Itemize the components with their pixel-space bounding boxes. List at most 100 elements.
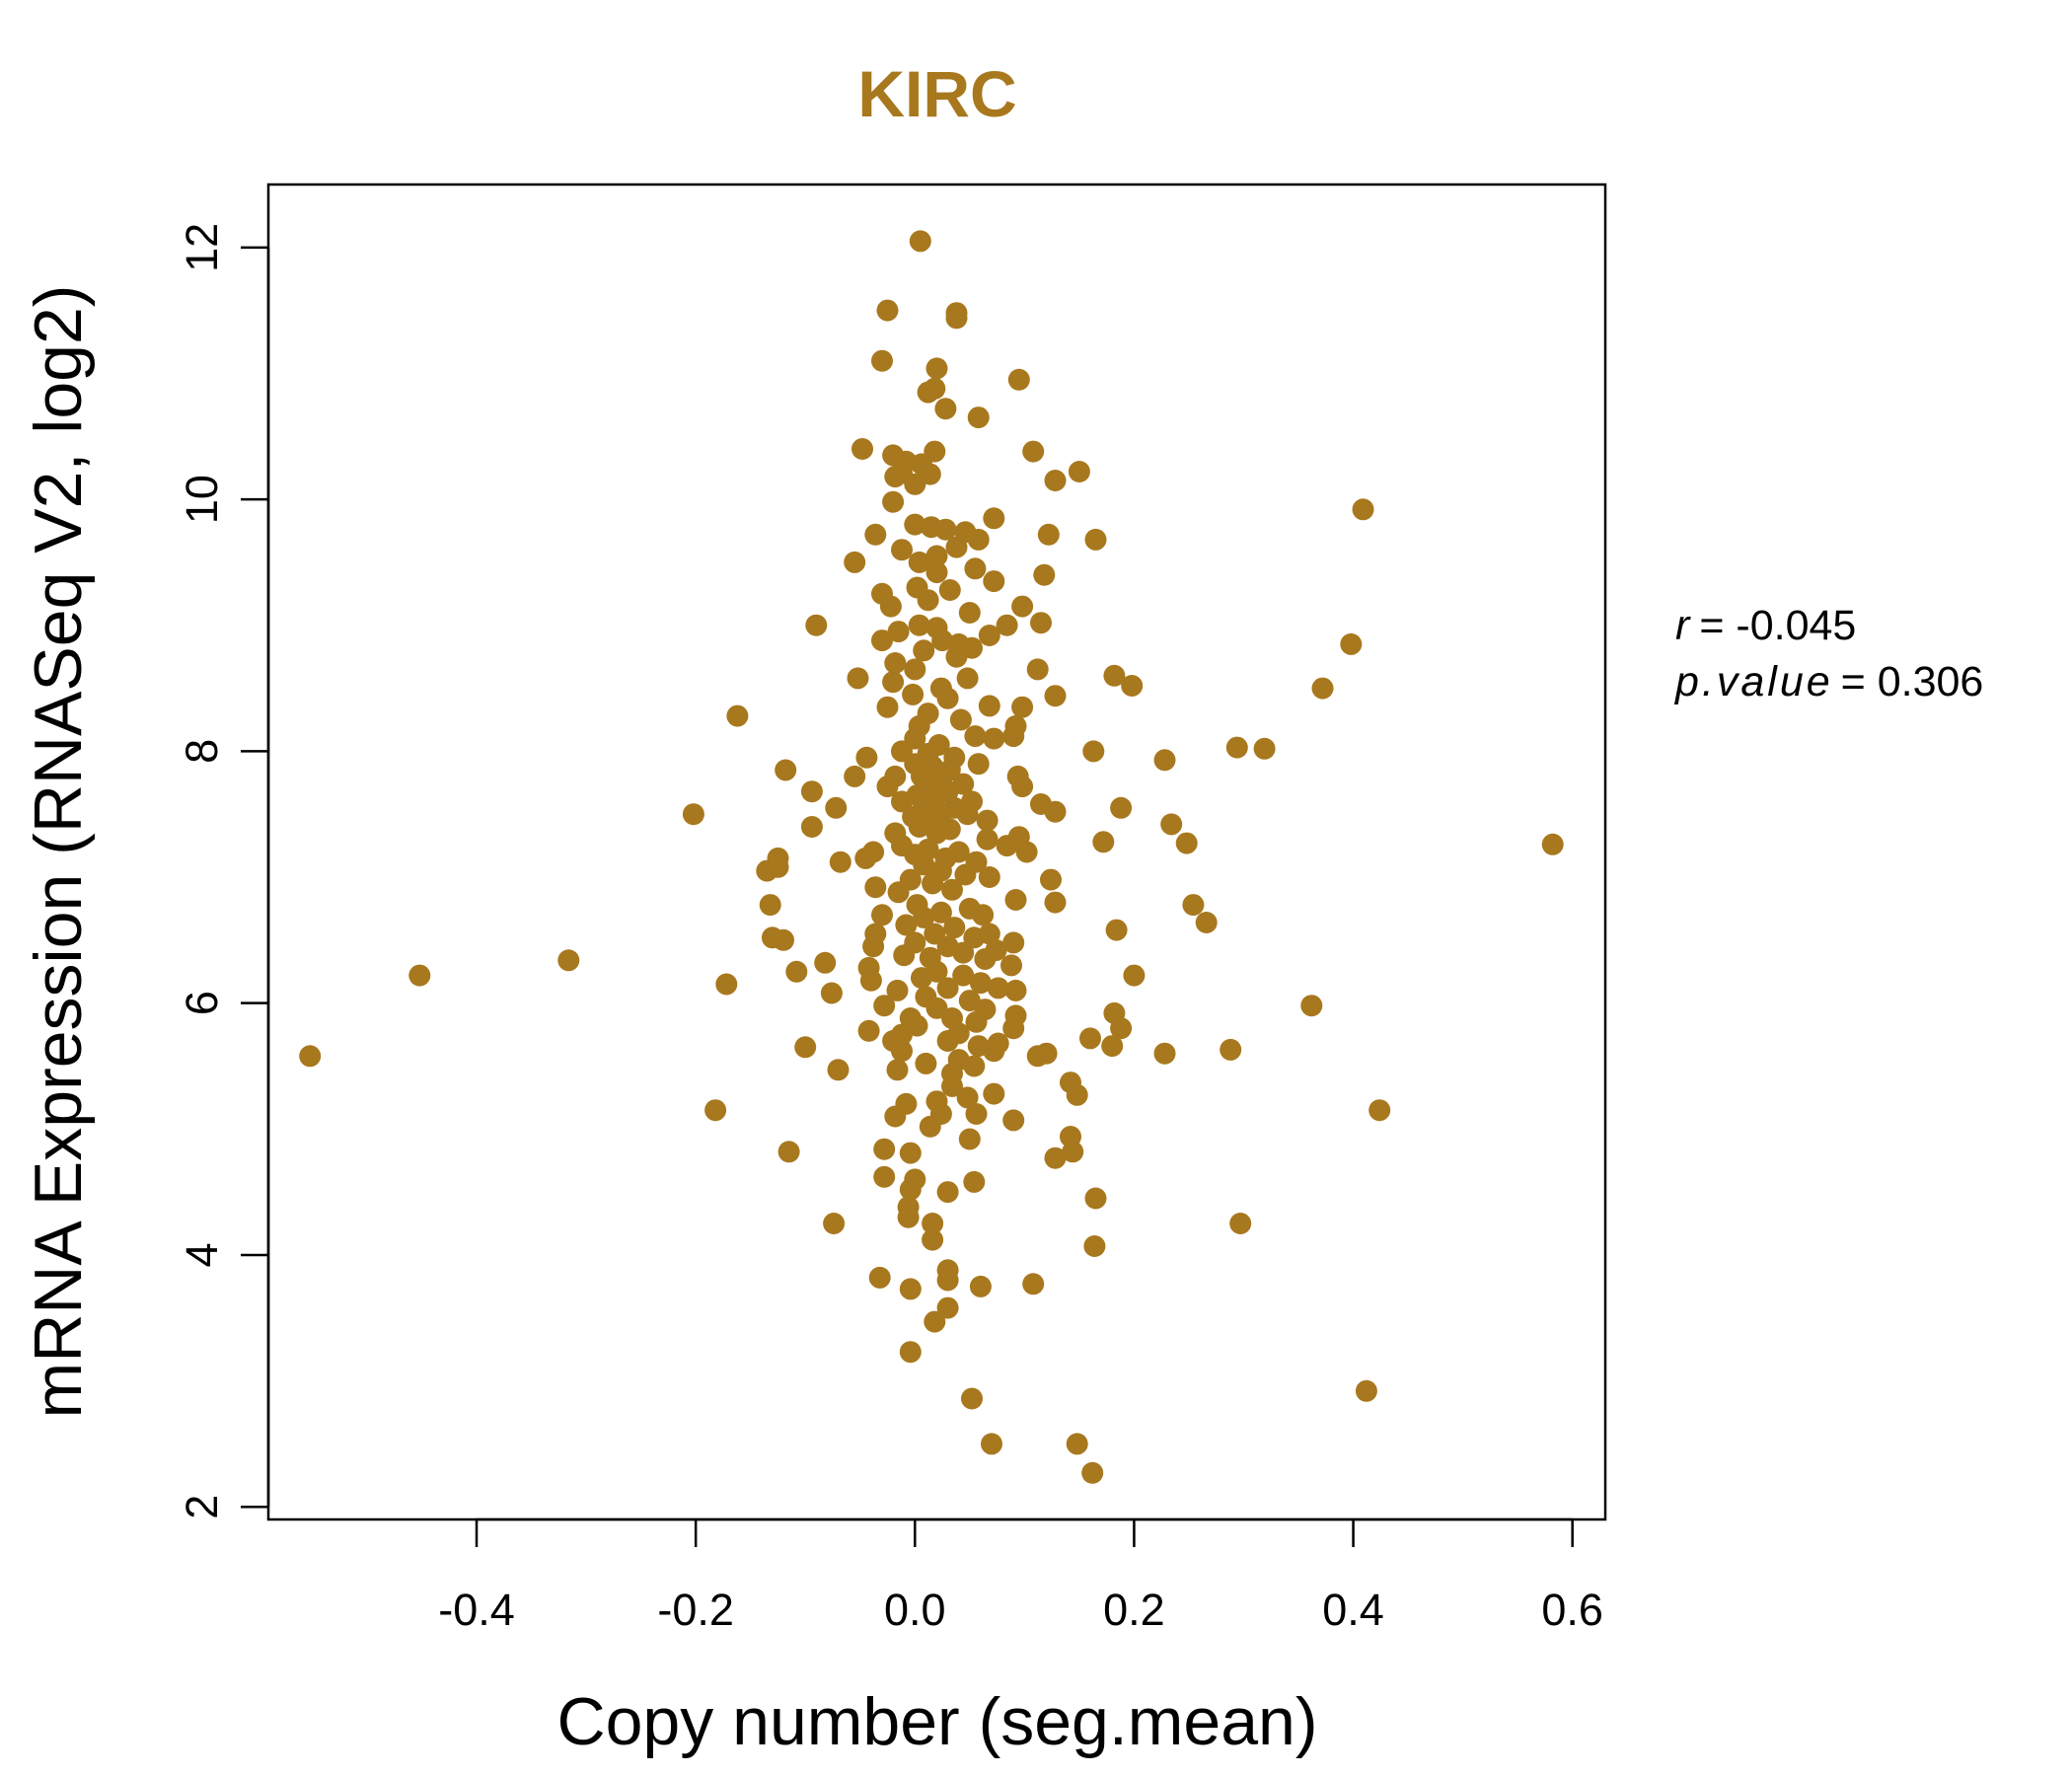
data-point	[1225, 736, 1248, 759]
data-point	[976, 828, 999, 851]
data-point	[851, 438, 873, 460]
data-point	[909, 230, 931, 253]
data-point	[1084, 1187, 1107, 1210]
data-point	[887, 881, 910, 904]
x-axis-title: Copy number (seg.mean)	[556, 1684, 1317, 1759]
data-point	[1300, 995, 1323, 1017]
data-point	[899, 1178, 922, 1201]
data-point	[1037, 523, 1060, 546]
data-point	[891, 790, 913, 813]
data-point	[922, 1213, 944, 1234]
data-point	[967, 753, 990, 776]
data-point	[919, 1115, 941, 1138]
data-point	[952, 964, 975, 987]
data-point	[958, 602, 981, 624]
data-point	[1352, 498, 1374, 521]
data-point	[1541, 833, 1564, 855]
data-point	[1103, 664, 1126, 687]
data-point	[785, 960, 808, 983]
data-point	[1160, 813, 1183, 836]
data-point	[814, 951, 837, 974]
data-point	[961, 636, 983, 659]
data-point	[983, 570, 1005, 593]
data-point	[936, 687, 959, 709]
data-point	[756, 859, 778, 882]
data-point	[963, 1055, 986, 1077]
data-point	[879, 595, 902, 618]
data-point	[886, 979, 909, 1001]
data-point	[956, 1086, 979, 1109]
data-point	[715, 973, 738, 996]
data-point	[871, 904, 893, 926]
data-point	[952, 941, 975, 964]
data-point	[1079, 1027, 1101, 1050]
data-point	[1340, 632, 1363, 655]
data-point	[825, 796, 848, 819]
data-point	[1195, 912, 1218, 933]
data-point	[902, 683, 925, 705]
data-point	[983, 727, 1005, 750]
data-point	[1002, 1109, 1025, 1132]
data-point	[956, 803, 979, 826]
data-point	[823, 1213, 846, 1234]
data-point	[844, 765, 866, 787]
data-point	[925, 545, 948, 567]
data-point	[924, 1310, 946, 1333]
x-tick-label: -0.4	[438, 1585, 515, 1635]
x-tick-label: 0.6	[1541, 1585, 1603, 1635]
data-point	[1002, 725, 1025, 748]
data-point	[864, 876, 887, 899]
data-point	[1007, 368, 1030, 391]
data-point	[917, 381, 939, 404]
data-point	[855, 746, 878, 769]
data-point	[886, 1059, 909, 1081]
r-value: = -0.045	[1699, 602, 1856, 649]
data-point	[726, 704, 749, 727]
data-point	[967, 528, 990, 551]
data-point	[919, 463, 941, 485]
data-point	[983, 1082, 1005, 1105]
data-point	[936, 1030, 959, 1052]
data-point	[936, 1269, 959, 1292]
data-point	[943, 917, 966, 939]
y-tick-label: 6	[177, 991, 227, 1015]
data-point	[897, 1206, 920, 1228]
data-point	[974, 948, 997, 970]
y-tick-label: 4	[177, 1242, 227, 1267]
data-point	[925, 822, 948, 845]
data-point	[969, 972, 992, 995]
data-point	[876, 696, 899, 718]
r-statistic: r = -0.045	[1675, 602, 1856, 649]
data-point	[908, 614, 930, 636]
data-point	[873, 995, 896, 1017]
data-point	[820, 982, 843, 1004]
data-point	[978, 625, 1000, 646]
data-point	[1220, 1038, 1242, 1061]
data-point	[1121, 675, 1144, 697]
data-point	[1022, 1273, 1045, 1295]
data-point	[1153, 1042, 1176, 1065]
data-point	[908, 816, 930, 838]
data-point	[954, 863, 977, 886]
data-point	[904, 658, 926, 681]
data-point	[1026, 658, 1049, 681]
data-point	[844, 551, 866, 573]
x-tick-label: 0.2	[1103, 1585, 1165, 1635]
data-point	[1105, 919, 1128, 941]
data-point	[1092, 831, 1115, 853]
data-point	[936, 1296, 959, 1319]
data-point	[1044, 1147, 1067, 1169]
data-point	[868, 1266, 891, 1289]
data-point	[915, 1052, 937, 1074]
data-point	[987, 977, 1009, 999]
data-point	[1123, 964, 1146, 987]
data-point	[934, 518, 957, 541]
data-point	[949, 708, 972, 731]
stats-annotation: r = -0.045 p.value = 0.306	[1673, 602, 1983, 705]
data-point	[1004, 979, 1027, 1001]
data-point	[1044, 800, 1067, 823]
data-point	[704, 1099, 727, 1122]
y-tick-label: 8	[177, 739, 227, 764]
data-point	[981, 1433, 1002, 1455]
p-value: = 0.306	[1841, 658, 1984, 705]
